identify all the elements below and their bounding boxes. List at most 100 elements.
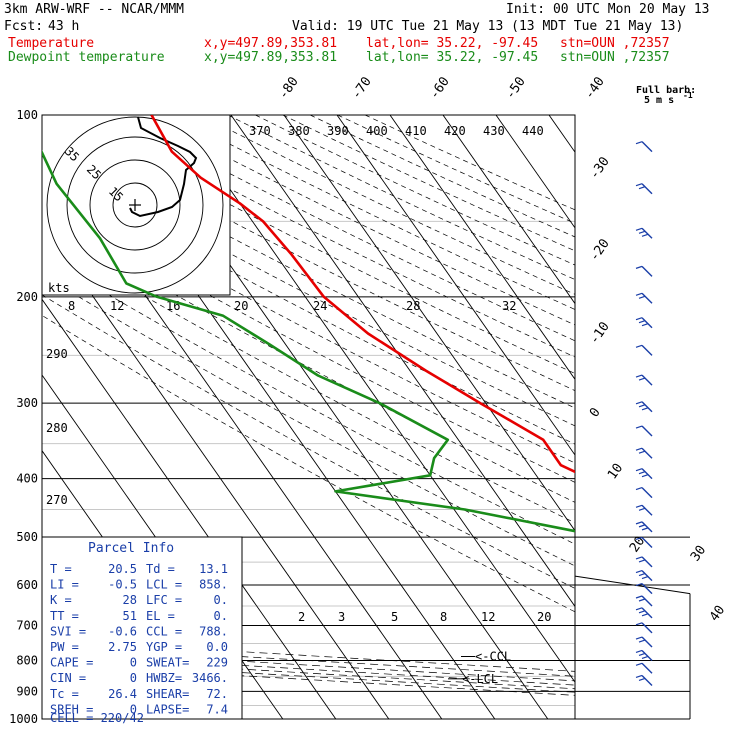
wind-barb-flag xyxy=(635,468,643,472)
isotherm-label: -60 xyxy=(427,74,453,102)
init-time: Init: 00 UTC Mon 20 May 13 xyxy=(506,2,710,17)
barb-legend-exponent: -1 xyxy=(683,91,693,100)
parcel-row-label: HWBZ= xyxy=(146,671,182,685)
wind-barb-flag xyxy=(638,524,646,528)
wind-barb xyxy=(635,521,653,533)
wind-barb-flag xyxy=(641,233,649,237)
wind-barb-flag xyxy=(635,622,643,626)
mixing-ratio-label: 3 xyxy=(338,610,345,624)
wind-barb-flag xyxy=(638,295,646,299)
parcel-row-label: SWEAT= xyxy=(146,656,189,670)
wind-barb-flag xyxy=(635,674,643,679)
parcel-row-label: K = xyxy=(50,593,72,607)
dry-adiabat xyxy=(42,294,575,589)
wind-barb-flag xyxy=(635,344,643,348)
wind-barb xyxy=(635,141,653,153)
wind-barb xyxy=(635,487,653,499)
forecast-hour: 43 h xyxy=(48,19,80,34)
moist-adiabat xyxy=(42,653,575,686)
mixing-ratio-label: 28 xyxy=(406,299,420,313)
wind-barb-flag xyxy=(635,487,643,491)
wind-barb xyxy=(635,468,653,480)
hodograph-units: kts xyxy=(48,281,70,295)
wind-barb-flag xyxy=(638,404,646,408)
isotherm-label: -30 xyxy=(587,154,613,182)
dewpoint-trace xyxy=(42,149,575,533)
pressure-label: 600 xyxy=(16,578,38,592)
mixing-ratio-label: 24 xyxy=(313,299,327,313)
dry-adiabat xyxy=(42,200,575,483)
isotherm-label: -20 xyxy=(587,236,613,264)
isotherm-line xyxy=(495,115,575,229)
forecast-label: Fcst: xyxy=(4,19,44,34)
temp-station: stn=OUN ,72357 xyxy=(560,36,670,51)
isotherm-line xyxy=(708,115,740,719)
parcel-row-label: CIN = xyxy=(50,671,86,685)
wind-barb-flag xyxy=(635,595,643,599)
wind-barb-flag xyxy=(635,521,643,525)
wind-barb xyxy=(635,583,653,595)
wind-barb-flag xyxy=(635,401,643,405)
wind-barb-flag xyxy=(635,570,643,574)
wind-barb xyxy=(635,374,653,386)
wind-barb-flag xyxy=(635,636,643,640)
pressure-label: 800 xyxy=(16,653,38,667)
pressure-label: 1000 xyxy=(9,712,38,726)
isotherm-line xyxy=(442,115,575,305)
mixing-ratio-label: 20 xyxy=(234,299,248,313)
isotherm-line xyxy=(336,115,575,456)
wind-barb-staff xyxy=(641,292,653,304)
wind-barb-flag xyxy=(635,607,643,611)
mixing-ratio-label: 5 xyxy=(391,610,398,624)
isotherm-label: 10 xyxy=(605,461,626,482)
hodograph-ring xyxy=(89,159,181,251)
parcel-row-label: LAPSE= xyxy=(146,702,189,716)
dew-latlon: lat,lon= 35.22, -97.45 xyxy=(366,50,539,65)
isotherm-label: -80 xyxy=(276,74,302,102)
parcel-row-value: 0. xyxy=(214,609,228,623)
dew-xy: x,y=497.89,353.81 xyxy=(204,50,338,65)
wind-barb-staff xyxy=(641,487,653,499)
wind-barb-flag xyxy=(638,639,646,643)
wind-barb xyxy=(635,570,653,582)
wind-barb xyxy=(635,649,653,661)
wind-barb-flag xyxy=(635,536,643,541)
wind-barb-flag xyxy=(635,425,643,429)
isotherm-label: -10 xyxy=(587,319,613,347)
legend-dewpoint: Dewpoint temperature xyxy=(8,50,165,65)
isotherm-line xyxy=(548,115,575,153)
dry-adiabat xyxy=(42,133,575,409)
parcel-row-value: 2.75 xyxy=(108,640,137,654)
dry-adiabat xyxy=(42,118,575,392)
parcel-cell: CELL = 220/42 xyxy=(50,711,144,725)
wind-barb-flag xyxy=(638,598,646,602)
wind-barb-flag xyxy=(638,677,646,682)
wind-barb-flag xyxy=(635,649,643,654)
wind-barb-flag xyxy=(635,447,643,451)
theta-e-label: 410 xyxy=(405,124,427,138)
parcel-row-value: 858. xyxy=(199,578,228,592)
sounding-traces xyxy=(42,115,575,533)
wind-barb-flag xyxy=(641,527,649,531)
parcel-row-value: 0 xyxy=(130,671,137,685)
wind-barb xyxy=(635,607,653,619)
frame-ext xyxy=(574,575,691,595)
parcel-box-frame xyxy=(41,536,243,720)
parcel-row-value: 788. xyxy=(199,624,228,638)
wind-barb-flag xyxy=(638,652,646,657)
parcel-row-label: Tc = xyxy=(50,687,79,701)
parcel-row-label: Td = xyxy=(146,562,175,576)
dry-adiabat xyxy=(282,115,575,252)
wind-barb-flag xyxy=(635,583,643,587)
parcel-row-value: 229 xyxy=(206,656,228,670)
wind-barb xyxy=(635,674,653,686)
wind-barb-flag xyxy=(638,507,646,511)
parcel-info-box: Parcel Info T = 20.5 Td = 13.1 LI = -0.5 LCL = 8… xyxy=(41,536,243,725)
wind-barb-staff xyxy=(641,570,653,582)
isotherm-label: -70 xyxy=(349,74,375,102)
parcel-row-value: 26.4 xyxy=(108,687,137,701)
dry-adiabat xyxy=(42,149,575,427)
isotherm-label: -40 xyxy=(582,74,608,102)
parcel-title: Parcel Info xyxy=(88,541,174,556)
